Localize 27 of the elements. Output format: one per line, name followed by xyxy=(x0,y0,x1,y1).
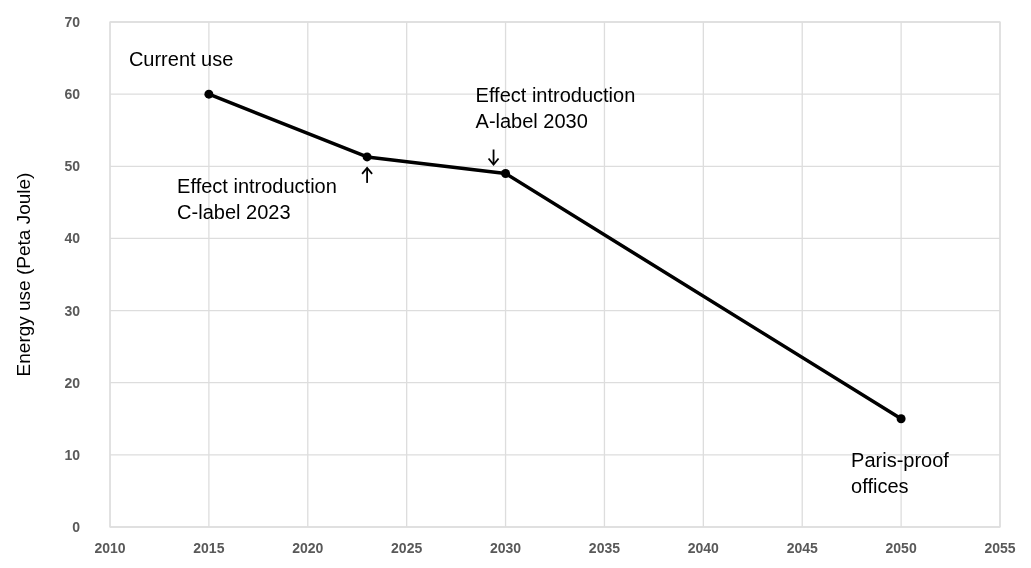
x-tick-label: 2040 xyxy=(687,540,720,556)
point xyxy=(896,414,906,424)
y-tick-label: 70 xyxy=(64,14,81,30)
x-tick-label: 2045 xyxy=(786,540,818,556)
x-tick-label: 2055 xyxy=(984,540,1016,556)
point xyxy=(362,152,372,162)
x-tick-label: 2035 xyxy=(588,540,621,556)
x-tick-label: 2015 xyxy=(193,540,225,556)
point xyxy=(204,89,214,99)
y-tick-label: 50 xyxy=(64,158,81,175)
annotation: Current use xyxy=(128,48,234,71)
annotation: Effect introduction A-label 2030 xyxy=(475,83,636,132)
point xyxy=(501,169,511,178)
y-tick-label: 0 xyxy=(72,519,81,535)
x-tick-label: 2050 xyxy=(885,540,917,556)
annotation: Paris-proof offices xyxy=(851,448,950,497)
x-tick-label: 2030 xyxy=(489,540,522,556)
y-tick-label: 60 xyxy=(64,86,81,103)
y-tick-label: 40 xyxy=(64,230,81,247)
y-axis-title: Energy use (Peta Joule) xyxy=(13,172,34,377)
x-tick-label: 2010 xyxy=(94,540,126,556)
y-tick-label: 30 xyxy=(64,302,81,319)
x-tick-label: 2025 xyxy=(391,540,423,556)
x-tick-label: 2020 xyxy=(292,540,324,556)
y-tick-label: 20 xyxy=(64,374,81,391)
y-tick-label: 10 xyxy=(64,446,81,463)
annotation: Effect introduction C-label 2023 xyxy=(177,174,337,223)
